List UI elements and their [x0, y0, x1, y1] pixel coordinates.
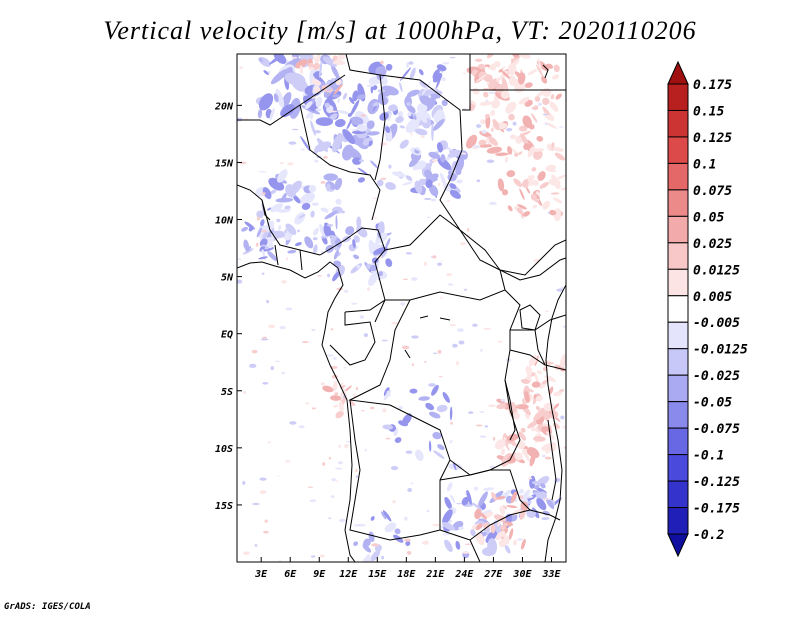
longitude-axis: 3E 6E 9E 12E 15E 18E 21E 24E 27E 30E 33E [254, 557, 561, 580]
colorbar-swatch [667, 480, 689, 509]
latitude-axis: 20N 15N 10N 5N EQ 5S 10S 15S [214, 101, 242, 512]
lat-tick-label: 5S [221, 387, 233, 398]
colorbar-label: 0.05 [693, 210, 724, 225]
credit-text: GrADS: IGES/COLA [4, 602, 91, 612]
colorbar-label: 0.125 [693, 131, 732, 146]
lat-tick-label: 10S [215, 444, 233, 455]
lon-tick-label: 27E [483, 569, 503, 580]
colorbar-swatch [667, 454, 689, 482]
colorbar-label: -0.0125 [693, 343, 748, 358]
colorbar-swatch [667, 321, 689, 350]
colorbar-swatch [667, 136, 689, 164]
plot-frame [236, 53, 567, 563]
map-plot [237, 54, 566, 562]
lat-tick-label: 15N [215, 158, 234, 169]
colorbar-label: -0.175 [693, 502, 740, 517]
colorbar-label: -0.1 [693, 449, 724, 464]
colorbar-label: -0.05 [693, 396, 732, 411]
colorbar-label: -0.075 [693, 422, 740, 437]
colorbar-label: -0.025 [693, 369, 740, 384]
colorbar-label: 0.15 [693, 104, 724, 119]
colorbar-label: 0.025 [693, 237, 732, 252]
lat-tick-label: 5N [221, 273, 234, 284]
colorbar-label: 0.005 [693, 290, 732, 305]
colorbar-label: -0.125 [693, 475, 740, 490]
colorbar-swatch [667, 374, 689, 403]
colorbar-swatch [667, 215, 689, 244]
colorbar-label: 0.075 [693, 184, 732, 199]
colorbar-min-arrow [667, 533, 689, 558]
velocity-field [237, 54, 566, 562]
colorbar-swatch [667, 401, 689, 429]
colorbar-swatch [667, 109, 689, 138]
lon-tick-label: 24E [454, 569, 474, 580]
lon-tick-label: 12E [339, 569, 358, 580]
colorbar: 0.175 0.15 0.125 0.1 0.075 0.05 0.025 0.0125 0.0… [667, 60, 748, 558]
colorbar-swatch [667, 348, 689, 376]
colorbar-swatch [667, 295, 689, 323]
lon-tick-label: 3E [254, 569, 268, 580]
lat-tick-label: EQ [221, 330, 233, 341]
colorbar-swatch [667, 83, 689, 111]
lat-tick-label: 10N [215, 216, 234, 227]
lon-tick-label: 15E [368, 569, 387, 580]
lon-tick-label: 18E [397, 569, 416, 580]
colorbar-label: 0.175 [693, 78, 732, 93]
colorbar-swatch [667, 268, 689, 297]
coastlines-borders [237, 54, 566, 562]
lat-tick-label: 20N [214, 101, 234, 112]
colorbar-label: 0.1 [693, 157, 716, 172]
lon-tick-label: 33E [541, 569, 561, 580]
lon-tick-label: 6E [284, 569, 297, 580]
colorbar-swatch [667, 162, 689, 191]
chart-title: Vertical velocity [m/s] at 1000hPa, VT: … [103, 16, 697, 45]
lat-tick-label: 15S [215, 501, 233, 512]
colorbar-max-arrow [667, 60, 689, 85]
colorbar-label: -0.005 [693, 316, 740, 331]
colorbar-label: -0.2 [693, 528, 724, 543]
colorbar-swatch [667, 427, 689, 456]
colorbar-swatch [667, 189, 689, 217]
colorbar-swatch [667, 242, 689, 270]
colorbar-label: 0.0125 [693, 263, 740, 278]
lon-tick-label: 21E [425, 569, 445, 580]
lon-tick-label: 30E [512, 569, 532, 580]
lon-tick-label: 9E [313, 569, 326, 580]
colorbar-swatch [667, 507, 689, 535]
